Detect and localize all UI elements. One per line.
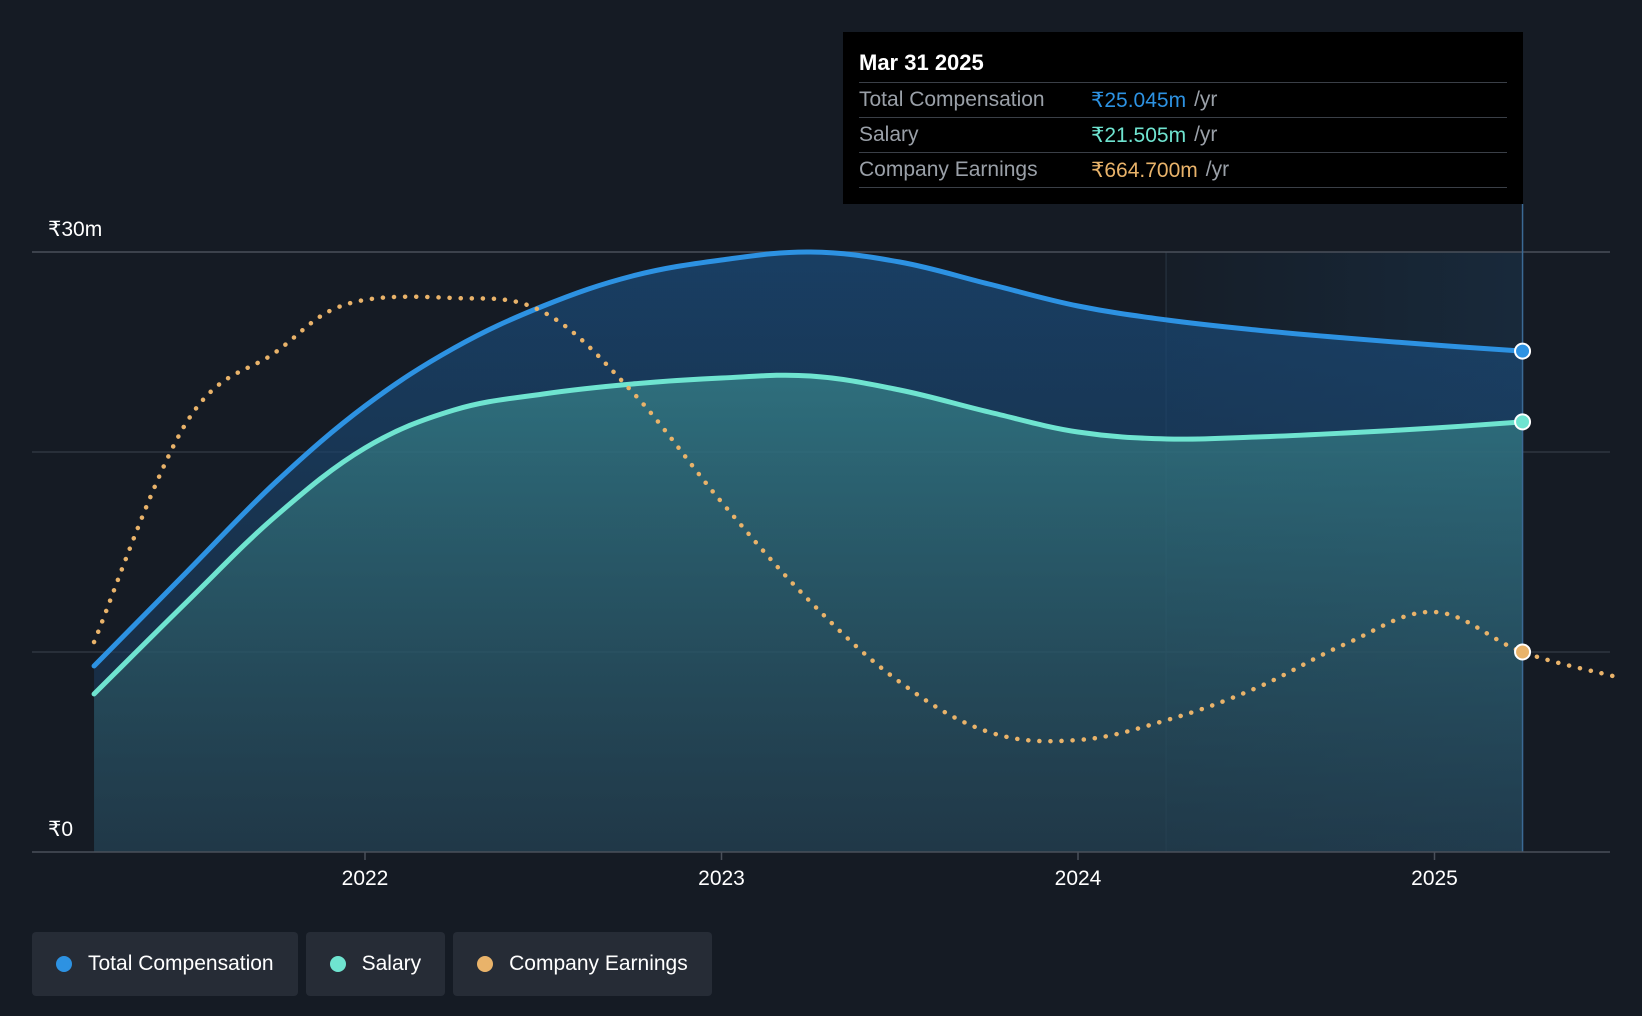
legend-label: Salary: [361, 952, 422, 975]
tooltip-label: Total Compensation: [859, 88, 1045, 111]
x-tick-label: 2025: [1411, 867, 1458, 890]
company-earnings-point: [1514, 643, 1532, 661]
company-earnings-line: [91, 294, 1615, 744]
legend-dot-icon: [477, 956, 494, 972]
tooltip-unit: /yr: [1194, 123, 1218, 146]
total-compensation-point: [1514, 342, 1532, 360]
salary-line: [91, 372, 1526, 697]
chart-legend: Total Compensation Salary Company Earnin…: [32, 932, 712, 996]
legend-label: Company Earnings: [509, 952, 688, 975]
legend-dot-icon: [329, 956, 346, 972]
hover-tooltip: Mar 31 2025 Total Compensation ₹25.045m …: [843, 32, 1523, 204]
tooltip-row-company-earnings: Company Earnings ₹664.700m /yr: [859, 153, 1507, 188]
tooltip-value: ₹664.700m: [1091, 158, 1198, 182]
tooltip-label: Salary: [859, 123, 919, 146]
tooltip-unit: /yr: [1194, 88, 1218, 111]
legend-label: Total Compensation: [88, 952, 274, 975]
total-compensation-line: [91, 249, 1526, 669]
legend-dot-icon: [56, 956, 72, 972]
salary-area: [94, 375, 1523, 852]
tooltip-row-salary: Salary ₹21.505m /yr: [859, 118, 1507, 153]
tooltip-date: Mar 31 2025: [859, 48, 1507, 83]
x-tick-label: 2022: [342, 867, 389, 890]
legend-item-company-earnings[interactable]: Company Earnings: [453, 932, 712, 996]
y-tick-label: ₹0: [48, 818, 73, 841]
tooltip-value: ₹21.505m: [1091, 123, 1187, 147]
y-tick-label: ₹30m: [48, 218, 102, 241]
salary-point: [1514, 413, 1532, 431]
x-tick-label: 2023: [698, 867, 745, 890]
x-tick-label: 2024: [1055, 867, 1102, 890]
tooltip-row-total-compensation: Total Compensation ₹25.045m /yr: [859, 83, 1507, 118]
legend-item-total-compensation[interactable]: Total Compensation: [32, 932, 298, 996]
tooltip-value: ₹25.045m: [1091, 88, 1187, 112]
tooltip-label: Company Earnings: [859, 158, 1038, 181]
tooltip-unit: /yr: [1205, 158, 1230, 181]
legend-item-salary[interactable]: Salary: [305, 932, 446, 996]
